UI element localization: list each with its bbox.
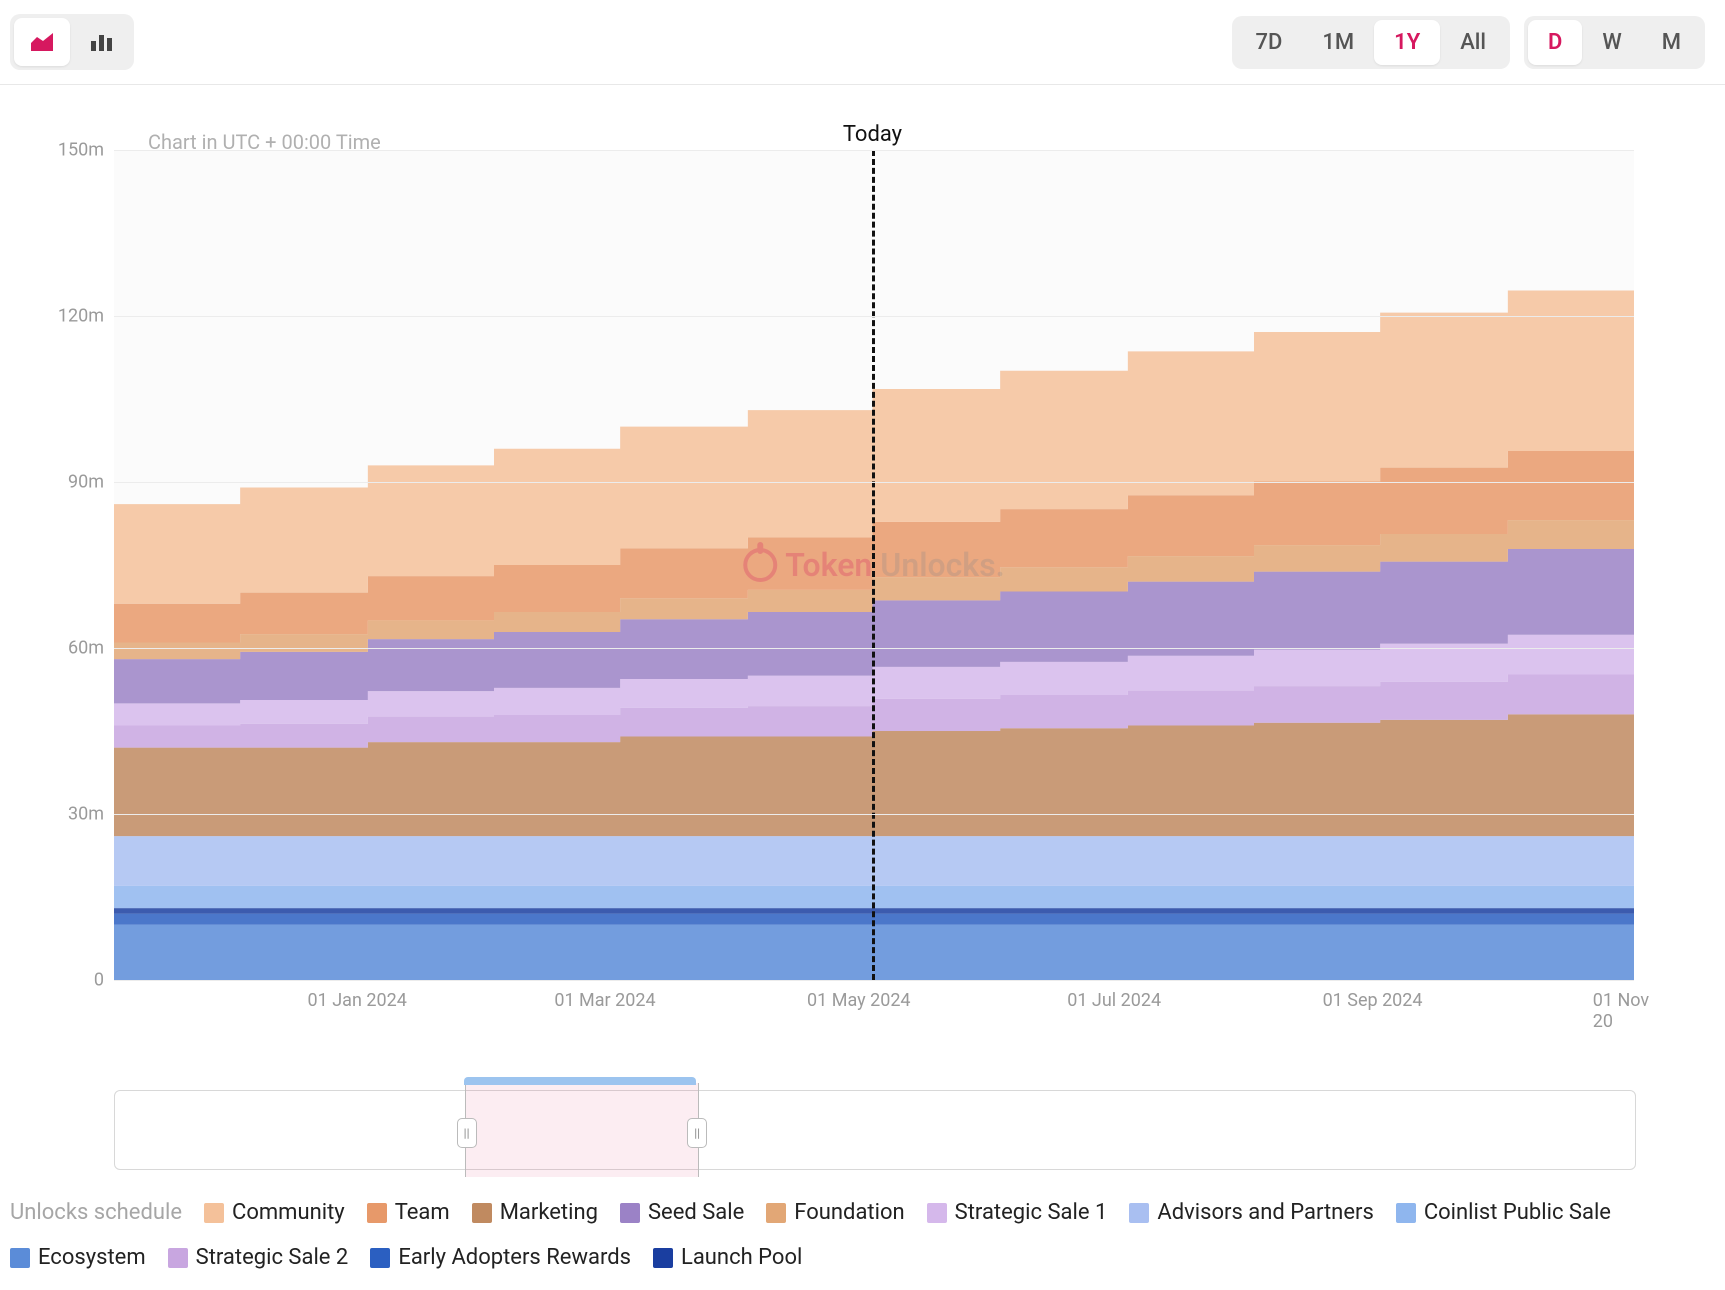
legend-label: Team [395, 1200, 450, 1225]
time-brush[interactable]: || || [114, 1090, 1636, 1170]
legend-item-seed-sale[interactable]: Seed Sale [620, 1200, 744, 1225]
grid-line [114, 316, 1634, 317]
brush-handle-left[interactable]: || [457, 1118, 477, 1148]
legend-label: Strategic Sale 2 [196, 1245, 349, 1270]
interval-tab-m[interactable]: M [1642, 20, 1701, 65]
interval-tab-d[interactable]: D [1528, 20, 1582, 65]
x-tick: 01 Jul 2024 [1067, 990, 1161, 1011]
legend-swatch [10, 1248, 30, 1268]
range-tab-7d[interactable]: 7D [1236, 20, 1303, 65]
legend-label: Marketing [500, 1200, 598, 1225]
legend-item-team[interactable]: Team [367, 1200, 450, 1225]
grid-line [114, 150, 1634, 151]
interval-segment: DWM [1524, 16, 1705, 69]
x-tick: 01 Mar 2024 [554, 990, 655, 1011]
brush-handle-right[interactable]: || [687, 1118, 707, 1148]
lock-icon [743, 548, 777, 582]
y-tick: 60m [68, 638, 104, 659]
legend-swatch [472, 1203, 492, 1223]
x-tick: 01 Jan 2024 [308, 990, 407, 1011]
legend-item-community[interactable]: Community [204, 1200, 345, 1225]
range-tab-all[interactable]: All [1440, 20, 1506, 65]
legend-label: Community [232, 1200, 345, 1225]
legend-item-strategic-sale-1[interactable]: Strategic Sale 1 [927, 1200, 1108, 1225]
x-tick: 01 Nov 20 [1593, 990, 1651, 1032]
toolbar-right: 7D1M1YAll DWM [1232, 16, 1706, 69]
brush-window[interactable]: || || [465, 1083, 700, 1177]
y-tick: 120m [58, 306, 104, 327]
watermark-text-b: Unlocks. [880, 546, 1004, 584]
range-segment: 7D1M1YAll [1232, 16, 1511, 69]
today-label: Today [843, 122, 902, 147]
legend-label: Early Adopters Rewards [398, 1245, 631, 1270]
grid-line [114, 648, 1634, 649]
chart-zone: Today Chart in UTC + 00:00 Time TokenUnl… [0, 90, 1680, 1090]
legend: Unlocks schedule Community Team Marketing Se… [10, 1200, 1710, 1270]
y-tick: 30m [68, 804, 104, 825]
toolbar: 7D1M1YAll DWM [0, 0, 1725, 85]
legend-swatch [370, 1248, 390, 1268]
y-tick: 0 [94, 970, 104, 991]
legend-swatch [168, 1248, 188, 1268]
area-view-icon[interactable] [14, 18, 70, 66]
legend-title: Unlocks schedule [10, 1200, 182, 1225]
grid-line [114, 980, 1634, 981]
legend-item-early-adopters-rewards[interactable]: Early Adopters Rewards [370, 1245, 631, 1270]
range-tab-1m[interactable]: 1M [1302, 20, 1374, 65]
legend-swatch [766, 1203, 786, 1223]
watermark-text-a: Token [785, 546, 872, 584]
legend-swatch [620, 1203, 640, 1223]
legend-label: Launch Pool [681, 1245, 802, 1270]
legend-item-foundation[interactable]: Foundation [766, 1200, 904, 1225]
plot-area[interactable]: TokenUnlocks. [114, 150, 1634, 980]
grid-line [114, 814, 1634, 815]
legend-swatch [367, 1203, 387, 1223]
legend-swatch [927, 1203, 947, 1223]
legend-item-marketing[interactable]: Marketing [472, 1200, 598, 1225]
legend-item-coinlist-public-sale[interactable]: Coinlist Public Sale [1396, 1200, 1611, 1225]
legend-label: Coinlist Public Sale [1424, 1200, 1611, 1225]
legend-swatch [1396, 1203, 1416, 1223]
legend-item-ecosystem[interactable]: Ecosystem [10, 1245, 146, 1270]
grid-line [114, 482, 1634, 483]
range-tab-1y[interactable]: 1Y [1374, 20, 1440, 65]
legend-label: Ecosystem [38, 1245, 146, 1270]
interval-tab-w[interactable]: W [1582, 20, 1641, 65]
legend-swatch [653, 1248, 673, 1268]
bar-view-icon[interactable] [74, 18, 130, 66]
today-line [872, 150, 875, 980]
legend-item-launch-pool[interactable]: Launch Pool [653, 1245, 802, 1270]
legend-swatch [204, 1203, 224, 1223]
legend-label: Advisors and Partners [1157, 1200, 1373, 1225]
view-toggle [10, 14, 134, 70]
x-tick: 01 May 2024 [807, 990, 911, 1011]
y-tick: 90m [68, 472, 104, 493]
y-tick: 150m [58, 140, 104, 161]
page: 7D1M1YAll DWM Today Chart in UTC + 00:00… [0, 0, 1725, 1290]
legend-swatch [1129, 1203, 1149, 1223]
legend-label: Foundation [794, 1200, 904, 1225]
legend-item-strategic-sale-2[interactable]: Strategic Sale 2 [168, 1245, 349, 1270]
legend-label: Strategic Sale 1 [955, 1200, 1108, 1225]
legend-label: Seed Sale [648, 1200, 744, 1225]
legend-item-advisors-and-partners[interactable]: Advisors and Partners [1129, 1200, 1373, 1225]
x-tick: 01 Sep 2024 [1323, 990, 1423, 1011]
